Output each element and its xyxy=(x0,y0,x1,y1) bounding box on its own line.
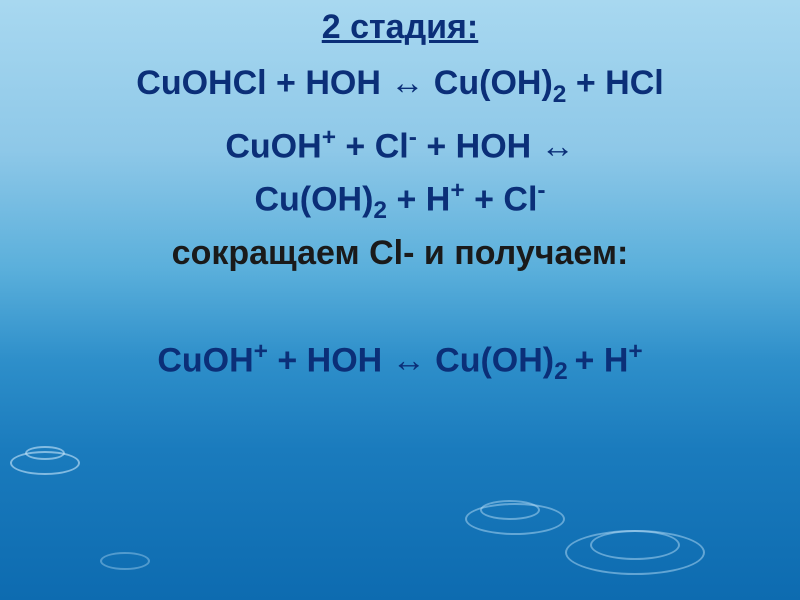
ripple-decoration xyxy=(565,530,705,575)
ripple-decoration xyxy=(100,552,150,570)
subscript: 2 xyxy=(554,358,574,385)
subscript: 2 xyxy=(553,81,567,108)
superscript: + xyxy=(628,338,642,365)
equation-1: CuOHCl + HOH ↔ Cu(OH)2 + HCl xyxy=(0,61,800,111)
superscript: - xyxy=(409,124,417,151)
superscript: + xyxy=(322,124,336,151)
ripple-decoration xyxy=(465,503,565,535)
slide-content: 2 стадия: CuOHCl + HOH ↔ Cu(OH)2 + HCl C… xyxy=(0,0,800,388)
eq-text: CuOH xyxy=(225,127,321,165)
equation-3: CuOH+ + HOH ↔ Cu(OH)2 + H+ xyxy=(0,335,800,388)
ripple-decoration xyxy=(10,451,80,475)
eq-text: CuOHCl + HOH xyxy=(136,64,390,102)
superscript: - xyxy=(537,177,545,204)
eq-text: Cu(OH) xyxy=(424,64,552,102)
explanation-text: сокращаем Cl- и получаем: xyxy=(0,231,800,277)
eq-text: + Cl xyxy=(336,127,409,165)
equation-2b: Cu(OH)2 + H+ + Cl- xyxy=(0,174,800,227)
eq-text: + H xyxy=(387,180,450,218)
eq-text: Cu(OH) xyxy=(426,341,554,379)
eq-text: Cu(OH) xyxy=(254,180,373,218)
eq-text: + HOH xyxy=(268,341,392,379)
double-arrow-icon: ↔ xyxy=(392,341,426,379)
slide-title: 2 стадия: xyxy=(0,8,800,47)
double-arrow-icon: ↔ xyxy=(390,64,424,102)
superscript: + xyxy=(450,177,464,204)
superscript: + xyxy=(254,338,268,365)
eq-text: + Cl xyxy=(465,180,538,218)
equation-2a: CuOH+ + Cl- + HOH ↔ xyxy=(0,121,800,170)
eq-text: + HOH xyxy=(417,127,541,165)
subscript: 2 xyxy=(373,197,387,224)
chemistry-slide: 2 стадия: CuOHCl + HOH ↔ Cu(OH)2 + HCl C… xyxy=(0,0,800,600)
eq-text: + HCl xyxy=(566,64,663,102)
double-arrow-icon: ↔ xyxy=(541,127,575,165)
eq-text: + H xyxy=(575,341,629,379)
eq-text: CuOH xyxy=(157,341,253,379)
